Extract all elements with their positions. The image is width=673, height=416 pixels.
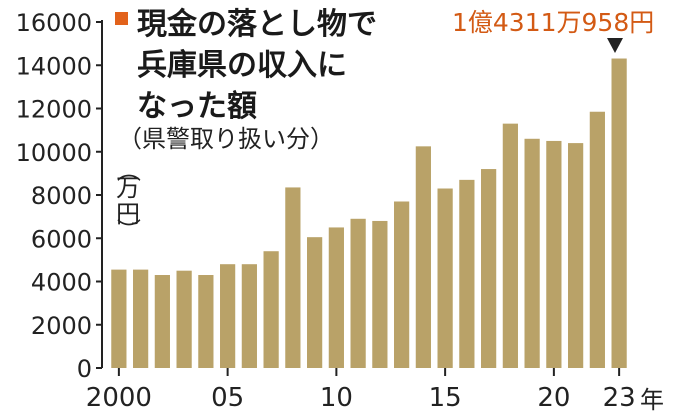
y-tick-label-0: 0 <box>77 355 92 383</box>
bar-2009 <box>307 237 323 368</box>
x-axis-unit: 年 <box>640 386 664 414</box>
chart-subtitle: （県警取り扱い分） <box>118 125 334 153</box>
bar-2005 <box>220 264 236 368</box>
x-axis: 2000 05 10 15 20 23 <box>86 368 636 413</box>
bar-2023 <box>611 58 627 369</box>
x-tick-label-2020: 20 <box>537 383 570 413</box>
y-tick-label-14000: 14000 <box>16 52 92 80</box>
x-tick-label-2005: 05 <box>211 383 244 413</box>
bars-group <box>111 58 627 369</box>
x-tick-label-2023: 23 <box>603 383 636 413</box>
bar-2019 <box>524 138 540 368</box>
y-unit-char-4: ） <box>114 218 142 242</box>
bar-2007 <box>263 251 279 368</box>
bar-2013 <box>394 201 410 368</box>
bar-2004 <box>198 275 214 368</box>
bar-2010 <box>328 227 344 368</box>
y-axis: 0 2000 4000 6000 8000 10000 12000 14000 16000 <box>16 9 103 383</box>
chart-title-line-2: 兵庫県の収入に <box>137 48 347 83</box>
bar-2017 <box>481 169 497 368</box>
bar-2015 <box>437 188 453 368</box>
bar-2002 <box>154 275 170 368</box>
y-unit-char-2: 万 <box>116 174 140 202</box>
bar-2018 <box>502 123 518 368</box>
bar-2022 <box>589 111 605 369</box>
bar-2016 <box>459 179 475 368</box>
y-tick-label-2000: 2000 <box>31 312 92 340</box>
x-tick-label-2015: 15 <box>429 383 462 413</box>
bar-2011 <box>350 218 366 368</box>
y-tick-label-4000: 4000 <box>31 269 92 297</box>
chart-title-line-3: なった額 <box>137 89 257 124</box>
x-tick-label-2010: 10 <box>320 383 353 413</box>
bar-2008 <box>285 187 301 368</box>
bar-2012 <box>372 220 388 368</box>
bar-2020 <box>546 140 562 368</box>
title-marker <box>115 12 128 25</box>
y-unit-char-3: 円 <box>116 200 140 228</box>
y-tick-label-16000: 16000 <box>16 9 92 37</box>
y-tick-label-6000: 6000 <box>31 225 92 253</box>
x-tick-label-2000: 2000 <box>86 383 152 413</box>
y-tick-label-10000: 10000 <box>16 139 92 167</box>
chart-title-line-1: 現金の落とし物で <box>137 7 377 42</box>
y-unit-char-1: （ <box>114 158 142 182</box>
bar-2001 <box>133 269 149 368</box>
y-tick-label-8000: 8000 <box>31 182 92 210</box>
bar-2021 <box>568 143 584 368</box>
annotation-arrow <box>607 38 623 53</box>
bar-2006 <box>241 264 257 368</box>
bar-2000 <box>111 269 127 368</box>
y-tick-label-12000: 12000 <box>16 96 92 124</box>
bar-2003 <box>176 270 192 368</box>
bar-2014 <box>415 146 431 368</box>
annotation-label: 1億4311万958円 <box>452 8 654 37</box>
